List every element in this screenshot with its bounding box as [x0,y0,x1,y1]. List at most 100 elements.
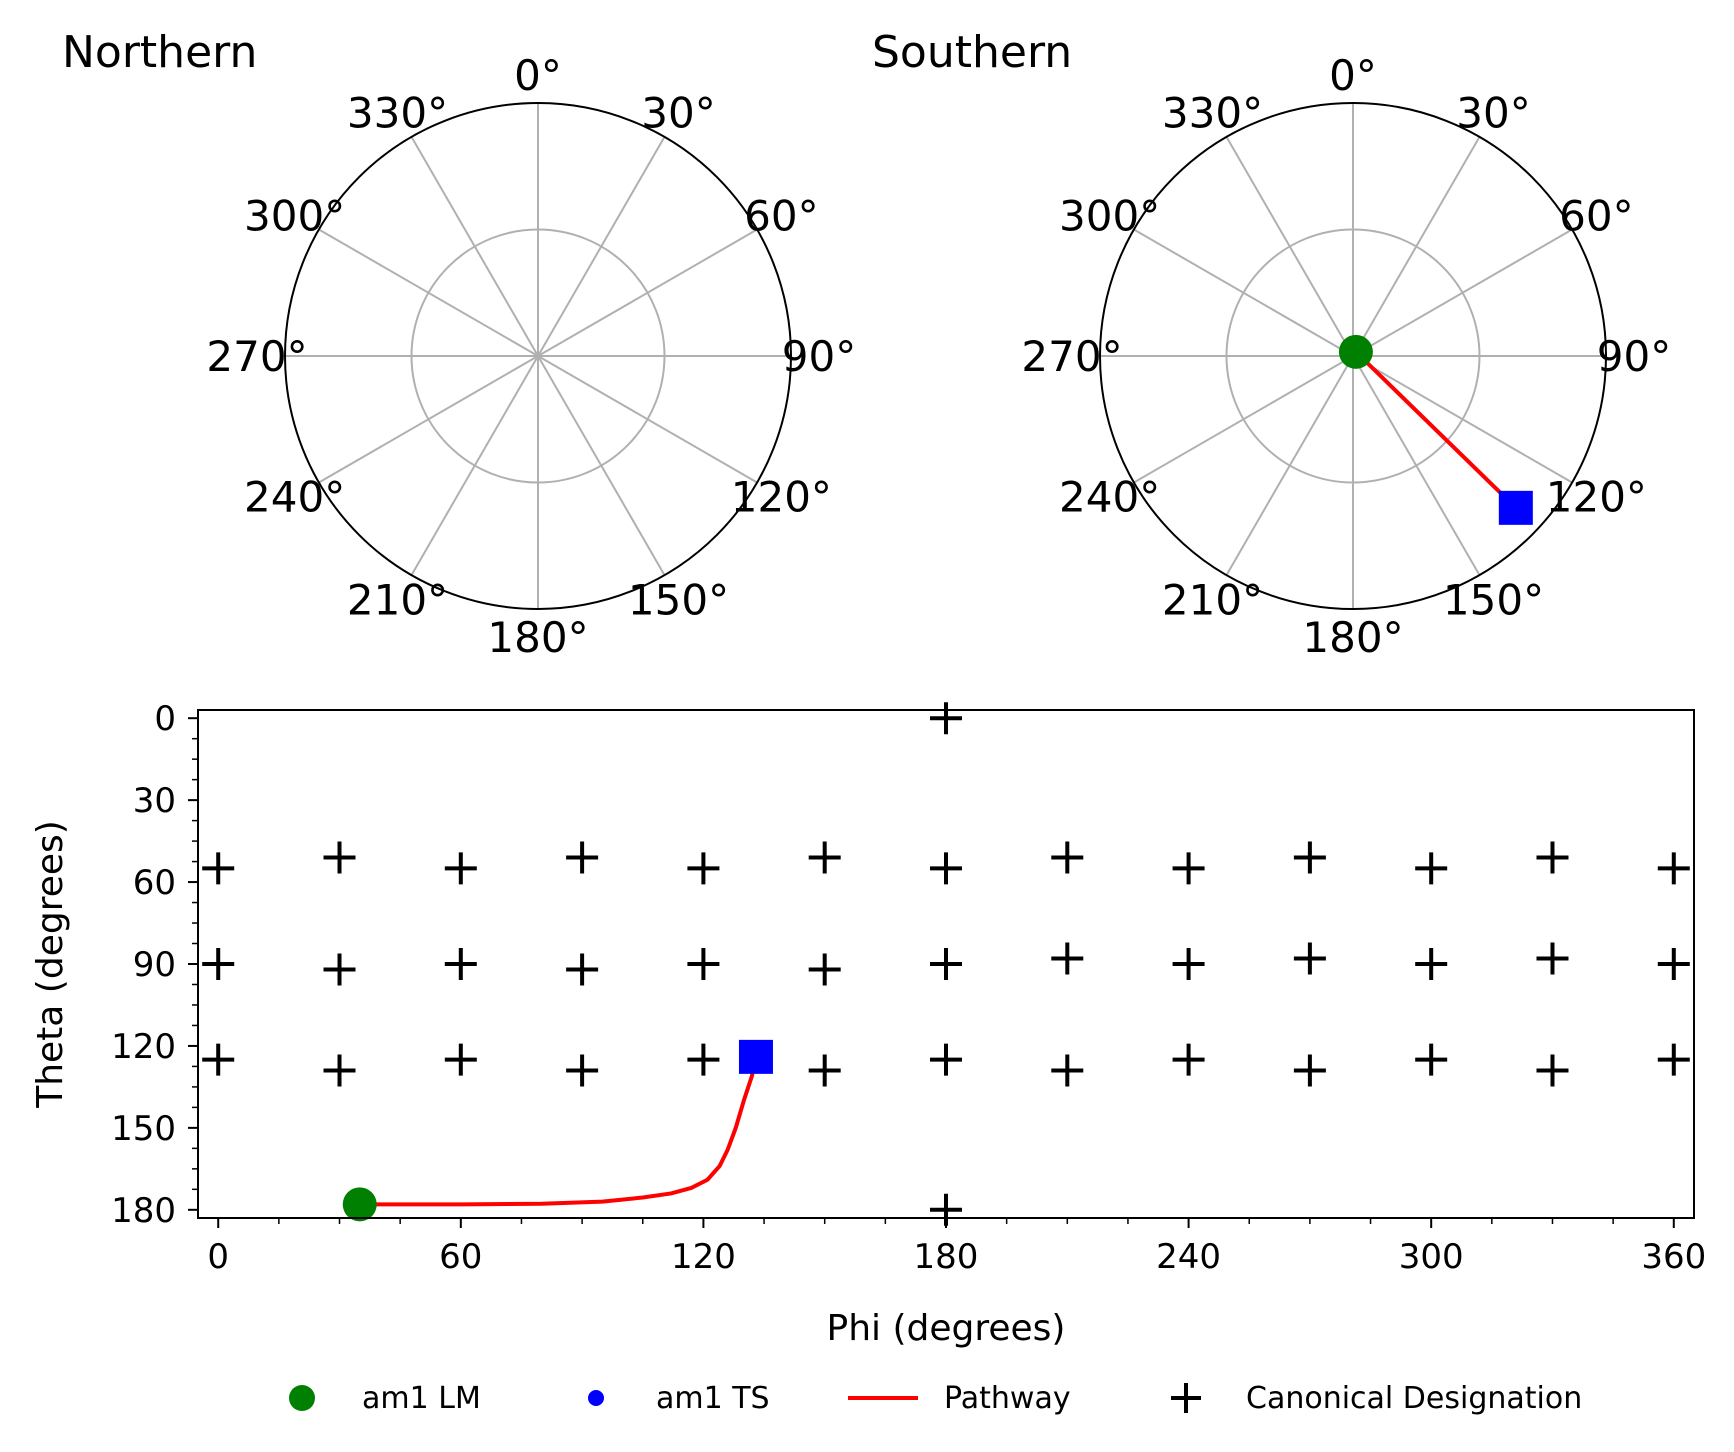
polar-angle-label: 60° [1559,192,1633,241]
canonical-point [1657,1043,1690,1076]
polar-southern-data [1338,334,1533,525]
canonical-point [808,1054,841,1087]
canonical-point [1293,1054,1326,1087]
x-tick-label: 120 [671,1237,736,1277]
canonical-point [1172,852,1205,885]
legend-item: am1 LM [289,1381,481,1416]
canonical-point [202,1043,235,1076]
polar-angle-label: 0° [1329,51,1377,100]
canonical-point [323,953,356,986]
theta-phi-plot: 0 60 120 180 240 300 360 0 30 60 90 120 150 180 Phi (… [30,699,1706,1349]
canonical-point [1536,841,1569,874]
polar-angle-label: 30° [1456,89,1530,138]
x-tick-label: 240 [1156,1237,1221,1277]
canonical-point [1172,1043,1205,1076]
canonical-point [566,953,599,986]
legend-lm-marker [289,1385,315,1411]
polar-angle-label: 120° [731,473,832,522]
x-tick-label: 60 [439,1237,482,1277]
canonical-point [1415,1043,1448,1076]
polar-southern-title: Southern [872,27,1072,78]
canonical-point [323,1054,356,1087]
canonical-point [1536,1054,1569,1087]
y-tick-label: 60 [133,863,176,903]
x-tick-label: 180 [914,1237,979,1277]
canonical-point [323,841,356,874]
canonical-point [1415,852,1448,885]
polar-angle-label: 300° [1059,192,1160,241]
y-tick-label: 150 [111,1109,176,1149]
polar-angle-label: 30° [641,89,715,138]
pathway-line [359,1056,758,1207]
canonical-point [687,1043,720,1076]
polar-angle-label: 90° [1597,332,1671,381]
polar-angle-label: 150° [1443,575,1544,624]
polar-angle-label: 270° [1021,332,1122,381]
legend-label: am1 TS [656,1381,770,1416]
canonical-point [1172,948,1205,980]
canonical-point [687,852,720,885]
legend: am1 LM am1 TS Pathway Canonical Designation [289,1381,1582,1416]
canonical-point [808,841,841,874]
polar-outer-circle [284,102,792,610]
polar-ring [1225,228,1481,484]
legend-ts-marker [588,1390,604,1406]
polar-angle-label: 60° [744,192,818,241]
canonical-point [1657,948,1690,980]
canonical-point [444,852,477,885]
legend-canonical-marker [1171,1383,1201,1413]
canonical-point [566,841,599,874]
canonical-point [930,1043,962,1076]
canonical-point [1536,942,1569,975]
polar-ring [410,228,666,484]
canonical-point [444,948,477,980]
polar-angle-label: 270° [206,332,307,381]
canonical-point [930,852,962,885]
canonical-point [1293,942,1326,975]
polar-angle-label: 330° [1162,89,1263,138]
polar-northern-angle-labels: 0° 30° 60° 90° 120° 150° 180° 210° 240° 270° 300° 3… [206,51,856,662]
legend-item: am1 TS [588,1381,770,1416]
polar-lm-point [1338,334,1373,369]
polar-angle-label: 330° [347,89,448,138]
polar-southern-grid [1099,102,1607,610]
y-tick-label: 0 [154,699,176,739]
y-axis-label: Theta (degrees) [30,820,71,1109]
polar-northern-grid [284,102,792,610]
plot-ticks: 0 60 120 180 240 300 360 0 30 60 90 120 150 180 [111,699,1706,1277]
y-tick-label: 120 [111,1027,176,1067]
canonical-point [930,948,962,980]
canonical-point [1415,948,1448,980]
legend-item: Pathway [848,1381,1071,1416]
x-tick-label: 360 [1641,1237,1706,1277]
canonical-point [1051,841,1084,874]
polar-northern: Northern 0° 30° 60° 90° 120° 150° 180° 210° 240°… [62,27,856,662]
polar-angle-label: 120° [1546,473,1647,522]
ts-point [738,1039,773,1074]
legend-label: Pathway [944,1381,1071,1416]
polar-angle-label: 180° [1302,613,1403,662]
canonical-point [1657,852,1690,885]
legend-label: Canonical Designation [1246,1381,1582,1416]
polar-angle-label: 180° [487,613,588,662]
canonical-point [1293,841,1326,874]
canonical-point [687,948,720,980]
lm-point [342,1187,377,1222]
canonical-point [444,1043,477,1076]
polar-northern-title: Northern [62,27,257,78]
polar-southern-angle-labels: 0° 30° 60° 90° 120° 150° 180° 210° 240° 270° 300° 3… [1021,51,1671,662]
legend-label: am1 LM [362,1381,481,1416]
polar-angle-label: 210° [347,575,448,624]
polar-angle-label: 0° [514,51,562,100]
polar-angle-label: 240° [1059,473,1160,522]
polar-ts-point [1498,490,1533,525]
polar-angle-label: 240° [244,473,345,522]
canonical-point [808,953,841,986]
legend-item: Canonical Designation [1171,1381,1582,1416]
x-tick-label: 0 [207,1237,229,1277]
polar-outer-circle [1099,102,1607,610]
x-axis-label: Phi (degrees) [827,1308,1066,1349]
canonical-point [202,948,235,980]
canonical-point [1051,1054,1084,1087]
